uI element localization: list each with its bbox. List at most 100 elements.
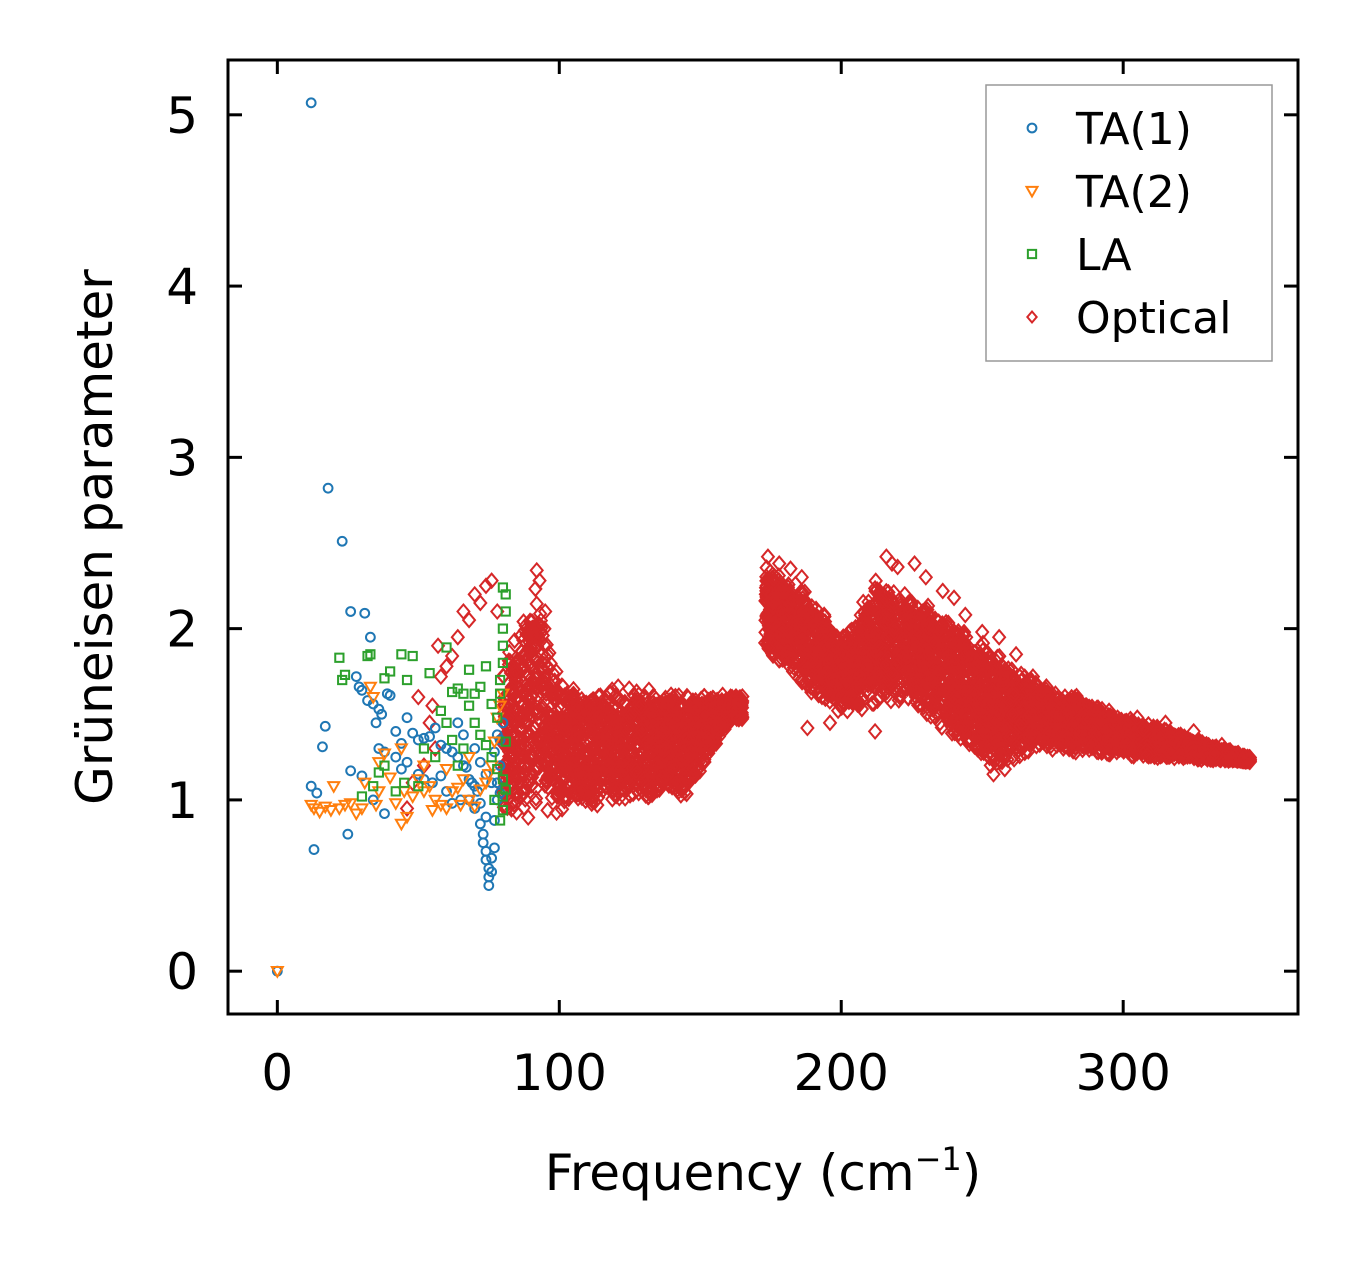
optical-point xyxy=(514,643,530,661)
optical-point xyxy=(621,774,636,792)
optical-point xyxy=(622,717,637,735)
optical-point xyxy=(616,751,632,769)
optical-point xyxy=(538,675,554,693)
series-optical xyxy=(399,548,1258,827)
optical-point xyxy=(691,759,707,777)
optical-point xyxy=(868,572,883,590)
optical-point xyxy=(506,702,522,720)
optical-point xyxy=(668,775,683,793)
optical-point xyxy=(681,729,697,747)
optical-point xyxy=(633,697,649,715)
optical-point xyxy=(701,731,716,749)
optical-point xyxy=(519,653,535,671)
optical-point xyxy=(603,684,619,702)
optical-point xyxy=(581,701,597,719)
optical-point xyxy=(525,672,540,690)
optical-point xyxy=(602,776,618,794)
optical-point xyxy=(655,722,671,740)
optical-point xyxy=(539,753,554,771)
optical-point xyxy=(504,707,520,726)
optical-point xyxy=(784,648,799,666)
optical-point xyxy=(528,779,544,798)
optical-point xyxy=(555,769,571,788)
optical-point xyxy=(655,769,670,787)
optical-point xyxy=(1034,730,1050,748)
optical-point xyxy=(731,694,746,712)
optical-point xyxy=(649,700,664,718)
optical-point xyxy=(495,667,511,685)
optical-point xyxy=(527,670,543,688)
optical-point xyxy=(862,641,877,659)
optical-point xyxy=(671,704,686,722)
optical-point xyxy=(629,735,645,753)
optical-point xyxy=(530,702,546,720)
optical-point xyxy=(599,777,615,795)
optical-point xyxy=(501,655,517,673)
optical-point xyxy=(766,645,781,663)
optical-point xyxy=(561,694,577,712)
optical-point xyxy=(520,753,535,771)
optical-point xyxy=(506,762,521,780)
optical-point xyxy=(622,707,638,726)
optical-point xyxy=(716,696,732,714)
optical-point xyxy=(538,772,553,790)
optical-point xyxy=(558,711,573,729)
optical-point xyxy=(516,735,532,753)
optical-point xyxy=(529,595,544,613)
optical-point xyxy=(608,787,624,805)
optical-point xyxy=(628,755,644,773)
optical-point xyxy=(576,763,591,781)
optical-point xyxy=(660,754,676,772)
optical-point xyxy=(599,704,615,722)
optical-point xyxy=(528,789,544,807)
optical-point xyxy=(613,765,629,783)
optical-point xyxy=(577,707,592,725)
optical-point xyxy=(634,721,649,739)
optical-point xyxy=(521,765,537,783)
optical-point xyxy=(507,715,523,733)
optical-point xyxy=(731,697,746,715)
optical-point xyxy=(658,694,674,712)
optical-point xyxy=(879,613,894,631)
optical-point xyxy=(517,621,533,639)
optical-point xyxy=(496,736,512,754)
optical-point xyxy=(510,784,526,802)
optical-point xyxy=(551,727,566,746)
optical-point xyxy=(519,625,534,643)
optical-point xyxy=(642,765,657,783)
optical-point xyxy=(692,762,708,780)
optical-point xyxy=(585,739,601,757)
optical-point xyxy=(892,686,908,704)
optical-point xyxy=(799,618,814,636)
optical-point xyxy=(550,785,565,803)
optical-point xyxy=(641,681,657,699)
optical-point xyxy=(617,789,633,807)
optical-point xyxy=(535,673,551,691)
optical-point xyxy=(590,788,606,806)
optical-point xyxy=(638,786,653,805)
optical-point xyxy=(506,657,521,675)
optical-point xyxy=(511,720,527,738)
optical-point xyxy=(558,757,573,775)
optical-point xyxy=(645,717,661,735)
optical-point xyxy=(766,570,781,588)
optical-point xyxy=(695,721,711,739)
optical-point xyxy=(628,761,644,780)
optical-point xyxy=(688,767,703,785)
optical-point xyxy=(521,678,536,696)
optical-point xyxy=(607,779,623,797)
scatter-markers xyxy=(270,97,1258,979)
optical-point xyxy=(520,730,535,748)
optical-point xyxy=(687,699,702,717)
optical-point xyxy=(548,685,563,703)
optical-point xyxy=(629,683,644,701)
optical-point xyxy=(513,627,529,645)
optical-point xyxy=(684,743,699,761)
optical-point xyxy=(521,725,537,743)
optical-point xyxy=(503,664,519,682)
optical-point xyxy=(564,761,579,779)
optical-point xyxy=(545,685,560,703)
optical-point xyxy=(616,741,632,759)
optical-point xyxy=(1002,736,1017,754)
